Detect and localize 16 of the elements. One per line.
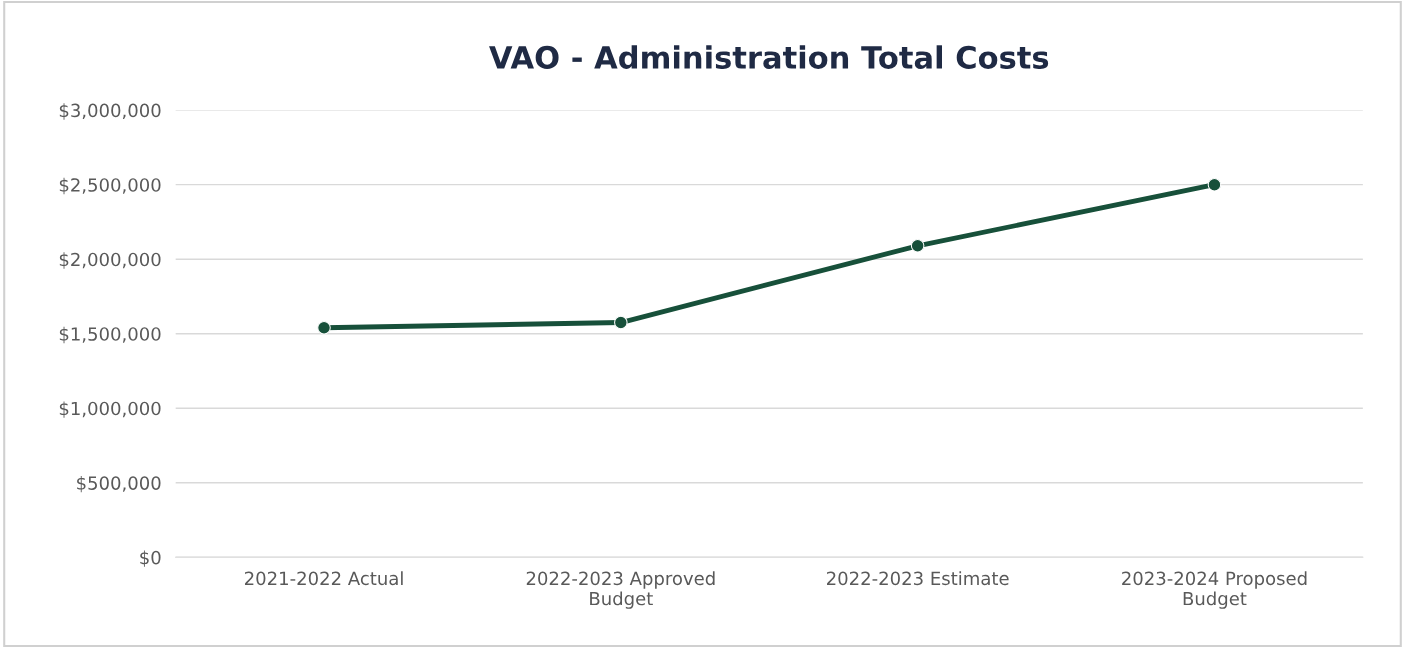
y-tick-label: $2,000,000 bbox=[59, 252, 161, 269]
y-tick-label: $500,000 bbox=[77, 475, 161, 493]
x-tick-label: 2023-2024 Proposed Budget bbox=[1122, 571, 1307, 609]
chart-title: VAO - Administration Total Costs bbox=[489, 45, 1049, 69]
y-tick-label: $3,000,000 bbox=[59, 103, 161, 120]
x-tick-label: 2022-2023 Approved Budget bbox=[526, 571, 715, 609]
point bbox=[317, 320, 331, 335]
point bbox=[614, 315, 628, 330]
point bbox=[910, 239, 925, 253]
point bbox=[1207, 177, 1222, 192]
y-tick-label: $1,500,000 bbox=[59, 326, 161, 344]
y-tick-label: $2,500,000 bbox=[59, 177, 161, 195]
x-tick-label: 2021-2022 Actual bbox=[244, 571, 403, 586]
x-tick-label: 2022-2023 Estimate bbox=[827, 571, 1009, 586]
y-tick-label: $1,000,000 bbox=[59, 401, 161, 418]
y-tick-label: $0 bbox=[140, 550, 161, 567]
